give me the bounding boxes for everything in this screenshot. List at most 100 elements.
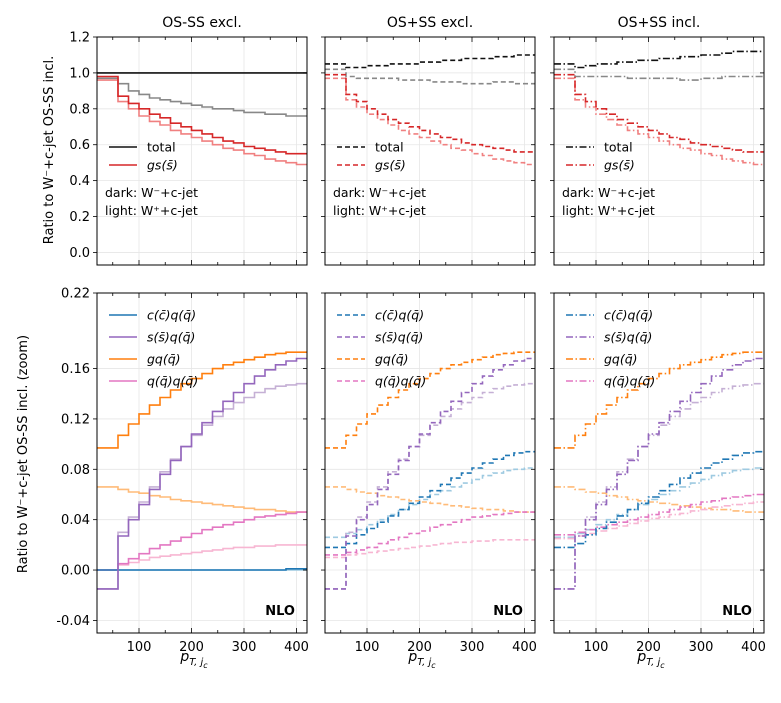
y-axis-label-bottom: Ratio to W⁻+c-jet OS-SS incl. (zoom) — [16, 335, 31, 573]
x-axis-label-sub: T, j — [417, 657, 431, 668]
legend-label: q(q̄)q(q̄) — [147, 374, 198, 389]
light-note: light: W⁺+c-jet — [562, 203, 655, 218]
x-tick-label: 300 — [689, 640, 714, 655]
axes-frame — [96, 36, 308, 266]
x-axis-label-subsub: c — [203, 661, 208, 670]
legend-label: total — [604, 140, 633, 155]
axes-frame — [553, 292, 765, 634]
series-qq-light — [554, 501, 764, 540]
legend-label: gq(q̄) — [147, 352, 181, 367]
legend-label: gs(s̄) — [604, 158, 635, 173]
series-cc-dark — [554, 450, 764, 549]
dark-note: dark: W⁻+c-jet — [105, 185, 198, 200]
series-gs-dark — [554, 73, 764, 153]
top-axes: total gs(s̄) dark: W⁻+c-jet light: W⁺+c-jet — [321, 36, 536, 266]
series-total-light — [325, 68, 535, 85]
dark-note: dark: W⁻+c-jet — [562, 185, 655, 200]
axes-frame — [324, 292, 536, 634]
series-total-dark — [325, 54, 535, 69]
series-qq-light — [97, 544, 307, 571]
panel-1: OS-SS excl. 0.0 0.2 0.4 0.6 0.8 1.0 1.2 total gs(… — [56, 15, 309, 670]
series-qq-dark — [325, 511, 535, 556]
x-tick-label: 200 — [179, 640, 204, 655]
x-tick-label: 100 — [355, 640, 380, 655]
series-qq-light — [325, 539, 535, 559]
y-tick-label: 0.4 — [69, 174, 90, 189]
legend-top: total gs(s̄) — [566, 140, 635, 173]
series-cc-dark — [97, 568, 307, 571]
series-gs-light — [554, 77, 764, 166]
y-tick-label: 0.8 — [69, 102, 90, 117]
light-note: light: W⁺+c-jet — [105, 203, 198, 218]
nlo-label: NLO — [493, 604, 523, 619]
x-tick-label: 400 — [512, 640, 537, 655]
series-qq-dark — [554, 493, 764, 536]
legend-bottom: c(c̄)q(q̄) s(s̄)q(q̄) gq(q̄) q(q̄)q(q̄) — [566, 308, 655, 389]
x-axis-label-main: p — [407, 649, 417, 665]
series-gq-dark — [97, 351, 307, 449]
x-tick-label: 400 — [284, 640, 309, 655]
x-axis-label-subsub: c — [431, 661, 436, 670]
y-tick-label: 1.0 — [69, 66, 90, 81]
panels-layer: OS-SS excl. 0.0 0.2 0.4 0.6 0.8 1.0 1.2 total gs(… — [56, 15, 766, 670]
nlo-label: NLO — [265, 604, 295, 619]
legend-label: gs(s̄) — [147, 158, 178, 173]
legend-label: total — [375, 140, 404, 155]
legend-top: total gs(s̄) — [337, 140, 406, 173]
legend-label: q(q̄)q(q̄) — [375, 374, 426, 389]
legend-label: c(c̄)q(q̄) — [375, 308, 424, 323]
series-ss-dark — [325, 357, 535, 590]
legend-label: s(s̄)q(q̄) — [147, 330, 195, 345]
dark-note: dark: W⁻+c-jet — [333, 185, 426, 200]
series-gq-light — [325, 486, 535, 513]
x-axis-label-main: p — [179, 649, 189, 665]
bottom-axes: -0.04 0.00 0.04 0.08 0.12 0.16 0.22 100 200 300 40… — [56, 287, 309, 671]
legend-bottom: c(c̄)q(q̄) s(s̄)q(q̄) gq(q̄) q(q̄)q(q̄) — [109, 308, 198, 389]
x-tick-label: 200 — [407, 640, 432, 655]
x-axis-label: pT, jc — [179, 649, 208, 670]
series-ss-dark — [554, 357, 764, 590]
top-axes: total gs(s̄) dark: W⁻+c-jet light: W⁺+c-jet — [550, 36, 765, 266]
y-tick-label: 0.12 — [61, 412, 90, 427]
light-note: light: W⁺+c-jet — [333, 203, 426, 218]
y-axis-label-top: Ratio to W⁻+c-jet OS-SS incl. — [42, 56, 57, 245]
legend-top: total gs(s̄) — [109, 140, 178, 173]
x-tick-label: 300 — [232, 640, 257, 655]
panel-title: OS+SS incl. — [618, 15, 701, 31]
axes-frame — [96, 292, 308, 634]
x-axis-label-sub: T, j — [189, 657, 203, 668]
top-axes: 0.0 0.2 0.4 0.6 0.8 1.0 1.2 total gs(s̄) dark: W⁻… — [69, 31, 308, 266]
x-tick-label: 100 — [584, 640, 609, 655]
panel-title: OS-SS excl. — [162, 15, 242, 31]
x-axis-label-sub: T, j — [646, 657, 660, 668]
y-tick-label: 0.04 — [61, 513, 90, 528]
x-tick-label: 100 — [127, 640, 152, 655]
series-gs-dark — [97, 75, 307, 155]
y-tick-label: 0.22 — [61, 287, 90, 302]
panel-3: OS+SS incl. total gs(s̄) dark: W⁻+c-jet ligh… — [550, 15, 766, 670]
x-tick-label: 200 — [636, 640, 661, 655]
series-total-dark — [554, 50, 764, 69]
series-qq-dark — [97, 511, 307, 571]
legend-label: total — [147, 140, 176, 155]
legend-bottom: c(c̄)q(q̄) s(s̄)q(q̄) gq(q̄) q(q̄)q(q̄) — [337, 308, 426, 389]
legend-label: s(s̄)q(q̄) — [375, 330, 423, 345]
x-axis-label-subsub: c — [660, 661, 665, 670]
series-gq-light — [97, 486, 307, 513]
y-tick-label: 0.6 — [69, 138, 90, 153]
nlo-label: NLO — [722, 604, 752, 619]
legend-label: q(q̄)q(q̄) — [604, 374, 655, 389]
y-tick-label: 0.08 — [61, 463, 90, 478]
y-tick-label: -0.04 — [56, 614, 90, 629]
series-total-light — [97, 77, 307, 117]
series-gq-dark — [554, 351, 764, 449]
bottom-axes: 100 200 300 400 pT, jc NLO c(c̄)q(q̄) s(s̄)q(q̄… — [321, 292, 537, 670]
legend-label: gq(q̄) — [604, 352, 638, 367]
y-tick-label: 0.0 — [69, 246, 90, 261]
x-tick-label: 300 — [460, 640, 485, 655]
y-tick-label: 0.00 — [61, 564, 90, 579]
bottom-axes: 100 200 300 400 pT, jc NLO c(c̄)q(q̄) s(s̄)q(q̄… — [550, 292, 766, 670]
series-gs-light — [97, 79, 307, 166]
